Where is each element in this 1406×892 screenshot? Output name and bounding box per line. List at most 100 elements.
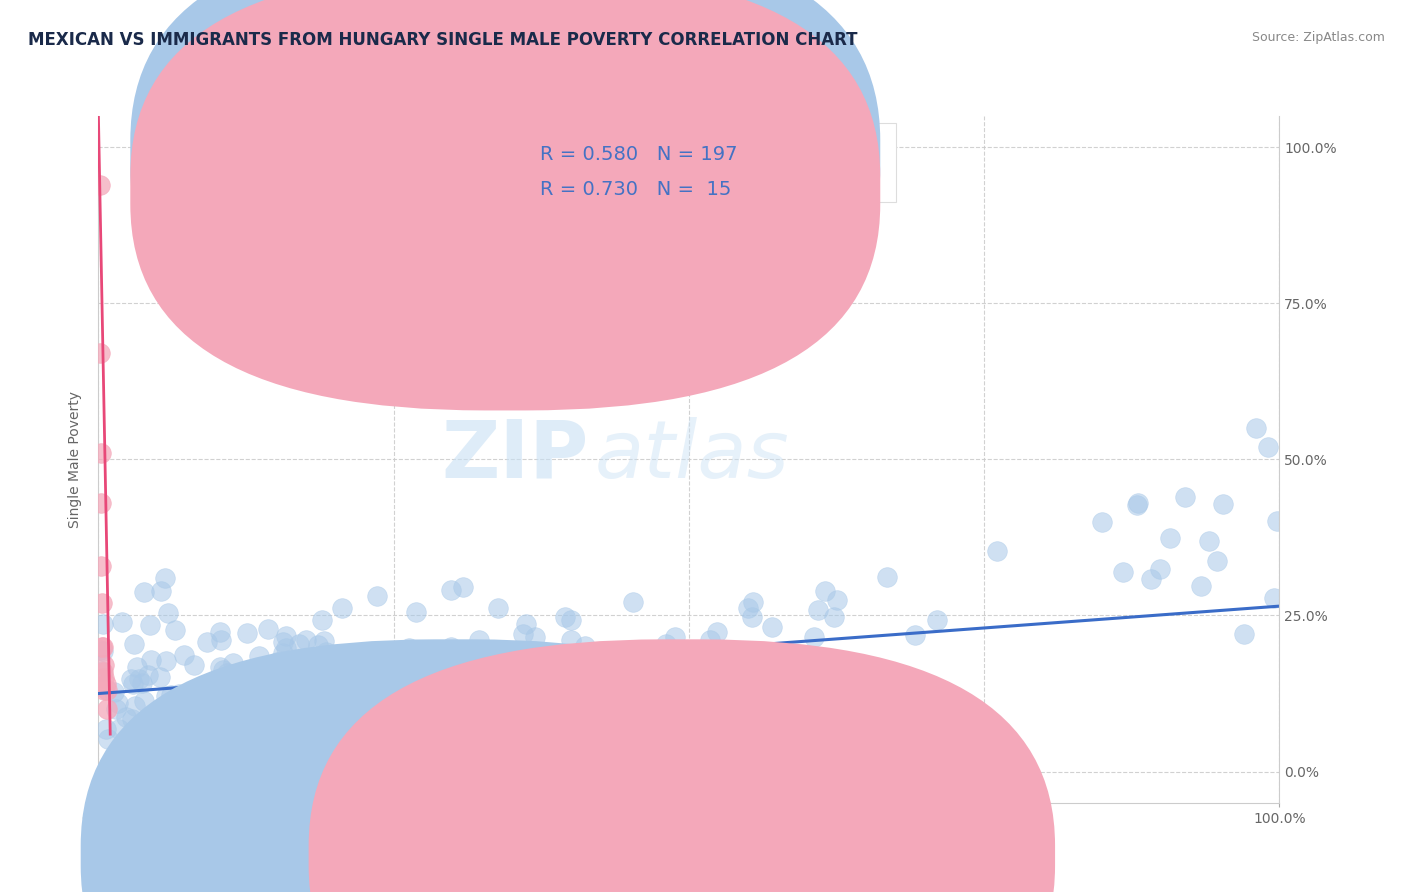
Point: [91, 640, 114, 654]
Point: [364, 649, 387, 664]
Point: [236, 714, 259, 728]
Point: [247, 648, 270, 663]
Text: ZIP: ZIP: [441, 417, 589, 495]
Point: [274, 752, 297, 766]
Point: [790, 658, 813, 673]
Point: [814, 584, 837, 599]
Point: [347, 686, 370, 700]
Point: [495, 717, 517, 731]
Point: [803, 630, 825, 644]
Point: [904, 628, 927, 642]
Text: R = 0.580   N = 197: R = 0.580 N = 197: [540, 145, 738, 164]
Point: [90, 496, 112, 510]
Point: [560, 676, 582, 690]
Point: [162, 709, 184, 723]
Point: [1206, 554, 1229, 568]
Point: [389, 697, 412, 711]
Point: [373, 697, 395, 711]
Point: [89, 346, 111, 360]
Point: [222, 657, 245, 671]
Point: [1198, 534, 1220, 549]
Point: [560, 614, 582, 628]
Point: [96, 683, 118, 698]
Point: [1212, 497, 1234, 511]
Point: [381, 705, 404, 719]
Point: [111, 615, 134, 629]
Point: [699, 633, 721, 648]
Point: [1191, 579, 1213, 593]
Point: [344, 647, 367, 661]
Point: [209, 632, 232, 647]
Point: [208, 660, 231, 674]
Point: [90, 446, 112, 460]
FancyBboxPatch shape: [471, 123, 896, 202]
Point: [432, 717, 454, 731]
Point: [219, 698, 242, 713]
Point: [125, 660, 148, 674]
Point: [315, 645, 337, 659]
Point: [654, 637, 676, 651]
Point: [207, 698, 229, 712]
Point: [183, 657, 205, 672]
Point: [93, 683, 115, 698]
Point: [139, 617, 162, 632]
Point: [190, 699, 212, 714]
Point: [120, 673, 142, 687]
Point: [257, 622, 280, 636]
Point: [274, 641, 297, 656]
Point: [815, 656, 838, 670]
Point: [122, 677, 145, 691]
Point: [198, 698, 221, 713]
Point: [560, 662, 582, 676]
Point: [574, 639, 596, 653]
Point: [1140, 572, 1163, 586]
Point: [160, 688, 183, 702]
Point: [440, 666, 463, 681]
Point: [287, 637, 309, 651]
Point: [398, 640, 420, 655]
Point: [557, 680, 579, 694]
Point: [274, 629, 297, 643]
Point: [554, 610, 576, 624]
Point: [89, 643, 111, 657]
Point: [512, 627, 534, 641]
Point: [1091, 515, 1114, 529]
Point: [1149, 562, 1171, 576]
Point: [290, 690, 312, 705]
Point: [307, 638, 329, 652]
Point: [271, 646, 294, 660]
Point: [96, 723, 118, 737]
Point: [352, 699, 374, 714]
FancyBboxPatch shape: [131, 0, 880, 375]
Point: [139, 722, 162, 736]
Point: [373, 673, 395, 687]
Point: [150, 584, 173, 599]
Point: [107, 696, 129, 710]
Point: [491, 661, 513, 675]
Point: [263, 686, 285, 700]
Point: [492, 670, 515, 684]
Point: [475, 691, 498, 706]
Point: [823, 610, 845, 624]
Point: [215, 666, 238, 681]
Point: [247, 746, 270, 760]
Point: [986, 543, 1008, 558]
Point: [155, 654, 177, 668]
Y-axis label: Single Male Poverty: Single Male Poverty: [69, 391, 83, 528]
Point: [332, 663, 354, 677]
Point: [114, 710, 136, 724]
Point: [209, 736, 232, 750]
Point: [93, 671, 115, 685]
Point: [103, 685, 125, 699]
Point: [560, 697, 582, 711]
Point: [745, 690, 768, 705]
Point: [437, 652, 460, 666]
Point: [664, 630, 686, 644]
Point: [238, 722, 260, 736]
Point: [430, 675, 453, 690]
Point: [121, 712, 143, 726]
Point: [318, 655, 340, 669]
Point: [242, 709, 264, 723]
Point: [1265, 514, 1288, 528]
Point: [309, 683, 332, 698]
